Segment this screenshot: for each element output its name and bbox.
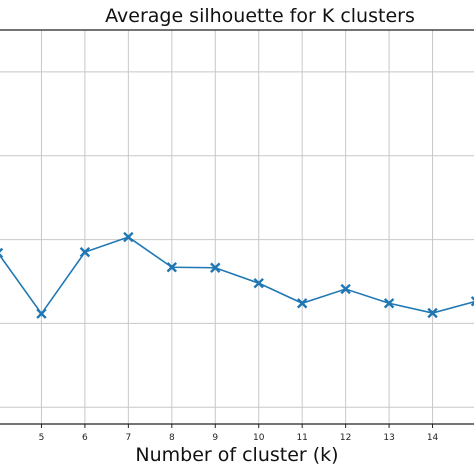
data-point bbox=[79, 246, 91, 258]
x-tick-label: 12 bbox=[340, 433, 351, 443]
point-marker-center bbox=[300, 301, 305, 306]
x-tick-label: 10 bbox=[253, 433, 265, 443]
point-marker-center bbox=[256, 281, 261, 286]
data-point bbox=[0, 247, 4, 259]
point-marker-center bbox=[82, 250, 87, 255]
plot-frame bbox=[0, 29, 474, 425]
data-point bbox=[340, 283, 351, 295]
data-point bbox=[296, 298, 308, 309]
data-point bbox=[166, 262, 178, 273]
point-marker-center bbox=[343, 287, 348, 292]
x-tick-label: 13 bbox=[383, 433, 394, 443]
x-tick-label: 5 bbox=[39, 433, 45, 443]
x-tick-label: 11 bbox=[296, 433, 307, 443]
point-marker bbox=[0, 247, 4, 259]
x-tick-label: 8 bbox=[169, 433, 175, 443]
data-point bbox=[427, 307, 438, 319]
data-point bbox=[123, 231, 134, 243]
chart-title: Average silhouette for K clusters bbox=[105, 5, 415, 27]
x-tick-label: 14 bbox=[427, 433, 439, 443]
x-tick-label: 9 bbox=[212, 433, 218, 443]
point-marker-center bbox=[213, 265, 218, 270]
data-point bbox=[253, 277, 264, 289]
series-line bbox=[0, 231, 474, 319]
data-point bbox=[210, 262, 221, 273]
series-polyline bbox=[0, 236, 474, 316]
x-tick-label: 6 bbox=[82, 433, 88, 443]
point-marker-center bbox=[126, 235, 131, 240]
x-axis-label: Number of cluster (k) bbox=[135, 444, 339, 466]
data-point bbox=[36, 308, 47, 319]
data-point bbox=[383, 298, 395, 309]
grid-lines bbox=[0, 30, 474, 424]
point-marker-center bbox=[39, 311, 44, 316]
x-tick-label: 7 bbox=[125, 433, 131, 443]
point-marker-center bbox=[169, 265, 174, 270]
point-marker-center bbox=[430, 311, 435, 316]
x-axis-ticks: 5 6 7 8 9 10 11 12 13 14 bbox=[39, 424, 439, 443]
point-marker-center bbox=[387, 301, 392, 306]
